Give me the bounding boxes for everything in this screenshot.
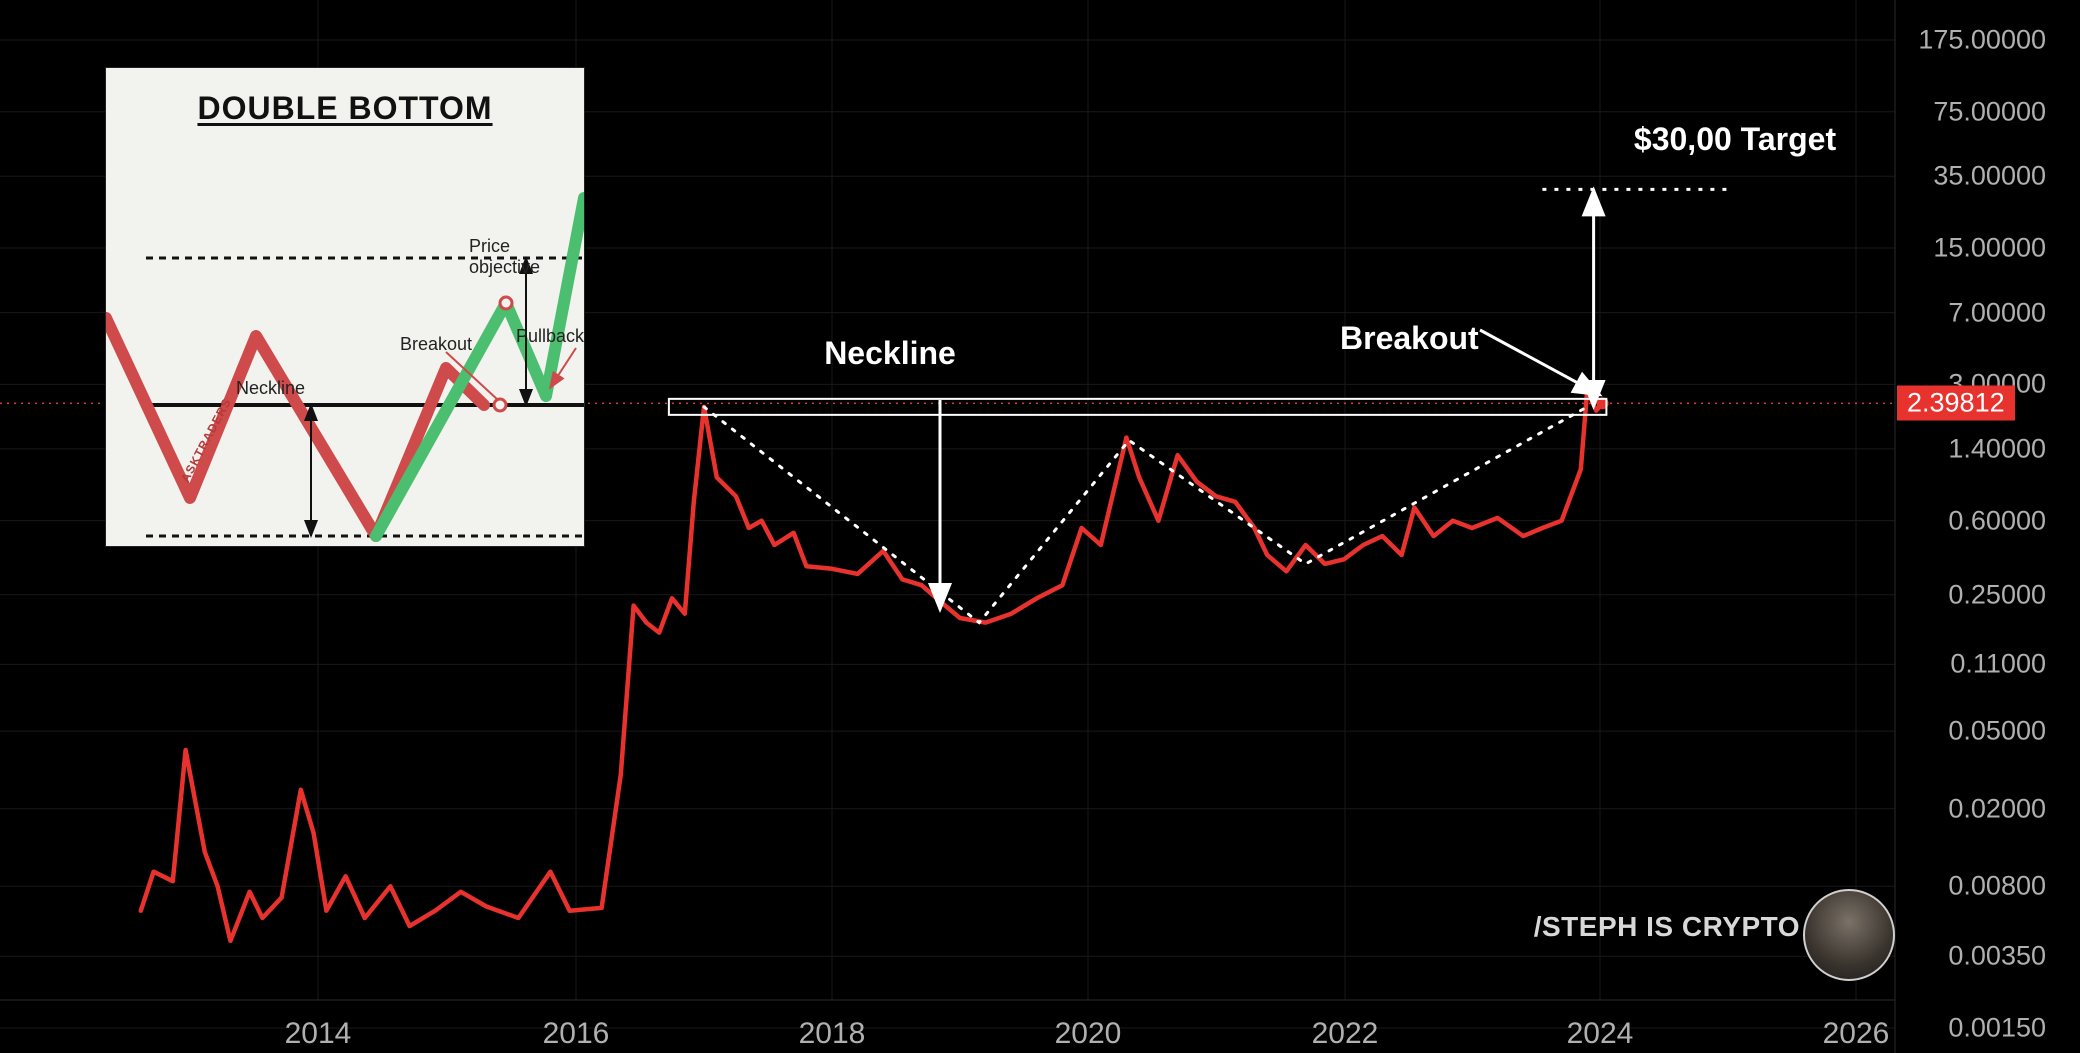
current-price-value: 2.39812: [1907, 388, 2005, 418]
breakout-label: Breakout: [1340, 320, 1479, 357]
y-tick-label: 0.60000: [1948, 505, 2046, 536]
x-tick-label: 2022: [1312, 1017, 1379, 1051]
x-tick-label: 2026: [1823, 1017, 1890, 1051]
watermark-text: /STEPH IS CRYPTO: [1534, 911, 1800, 943]
x-tick-label: 2014: [285, 1017, 352, 1051]
author-avatar: [1803, 889, 1895, 981]
y-tick-label: 0.00800: [1948, 871, 2046, 902]
current-price-tag: 2.39812: [1897, 386, 2015, 421]
target-label: $30,00 Target: [1634, 121, 1836, 158]
x-tick-label: 2024: [1567, 1017, 1634, 1051]
y-tick-label: 0.00150: [1948, 1013, 2046, 1044]
inset-neckline-label: Neckline: [236, 378, 305, 399]
y-tick-label: 0.02000: [1948, 793, 2046, 824]
y-tick-label: 35.00000: [1933, 161, 2046, 192]
double-bottom-inset: DOUBLE BOTTOM Neckline Breakout Pullback…: [106, 68, 584, 546]
x-tick-label: 2018: [799, 1017, 866, 1051]
y-tick-label: 1.40000: [1948, 433, 2046, 464]
y-tick-label: 0.11000: [1950, 649, 2046, 680]
y-tick-label: 75.00000: [1933, 96, 2046, 127]
y-tick-label: 7.00000: [1948, 297, 2046, 328]
inset-pullback-label: Pullback: [516, 326, 584, 347]
neckline-label: Neckline: [824, 335, 956, 372]
inset-objective-label: Price objective: [469, 236, 584, 278]
x-tick-label: 2016: [543, 1017, 610, 1051]
y-tick-label: 0.00350: [1948, 941, 2046, 972]
inset-breakout-label: Breakout: [400, 334, 472, 355]
inset-diagram: [106, 68, 584, 546]
y-tick-label: 0.05000: [1948, 716, 2046, 747]
y-tick-label: 175.00000: [1918, 25, 2046, 56]
x-tick-label: 2020: [1055, 1017, 1122, 1051]
y-tick-label: 15.00000: [1933, 233, 2046, 264]
y-tick-label: 0.25000: [1948, 579, 2046, 610]
inset-title: DOUBLE BOTTOM: [106, 90, 584, 127]
chart-stage: 175.00000 75.00000 35.00000 15.00000 7.00000…: [0, 0, 2080, 1053]
